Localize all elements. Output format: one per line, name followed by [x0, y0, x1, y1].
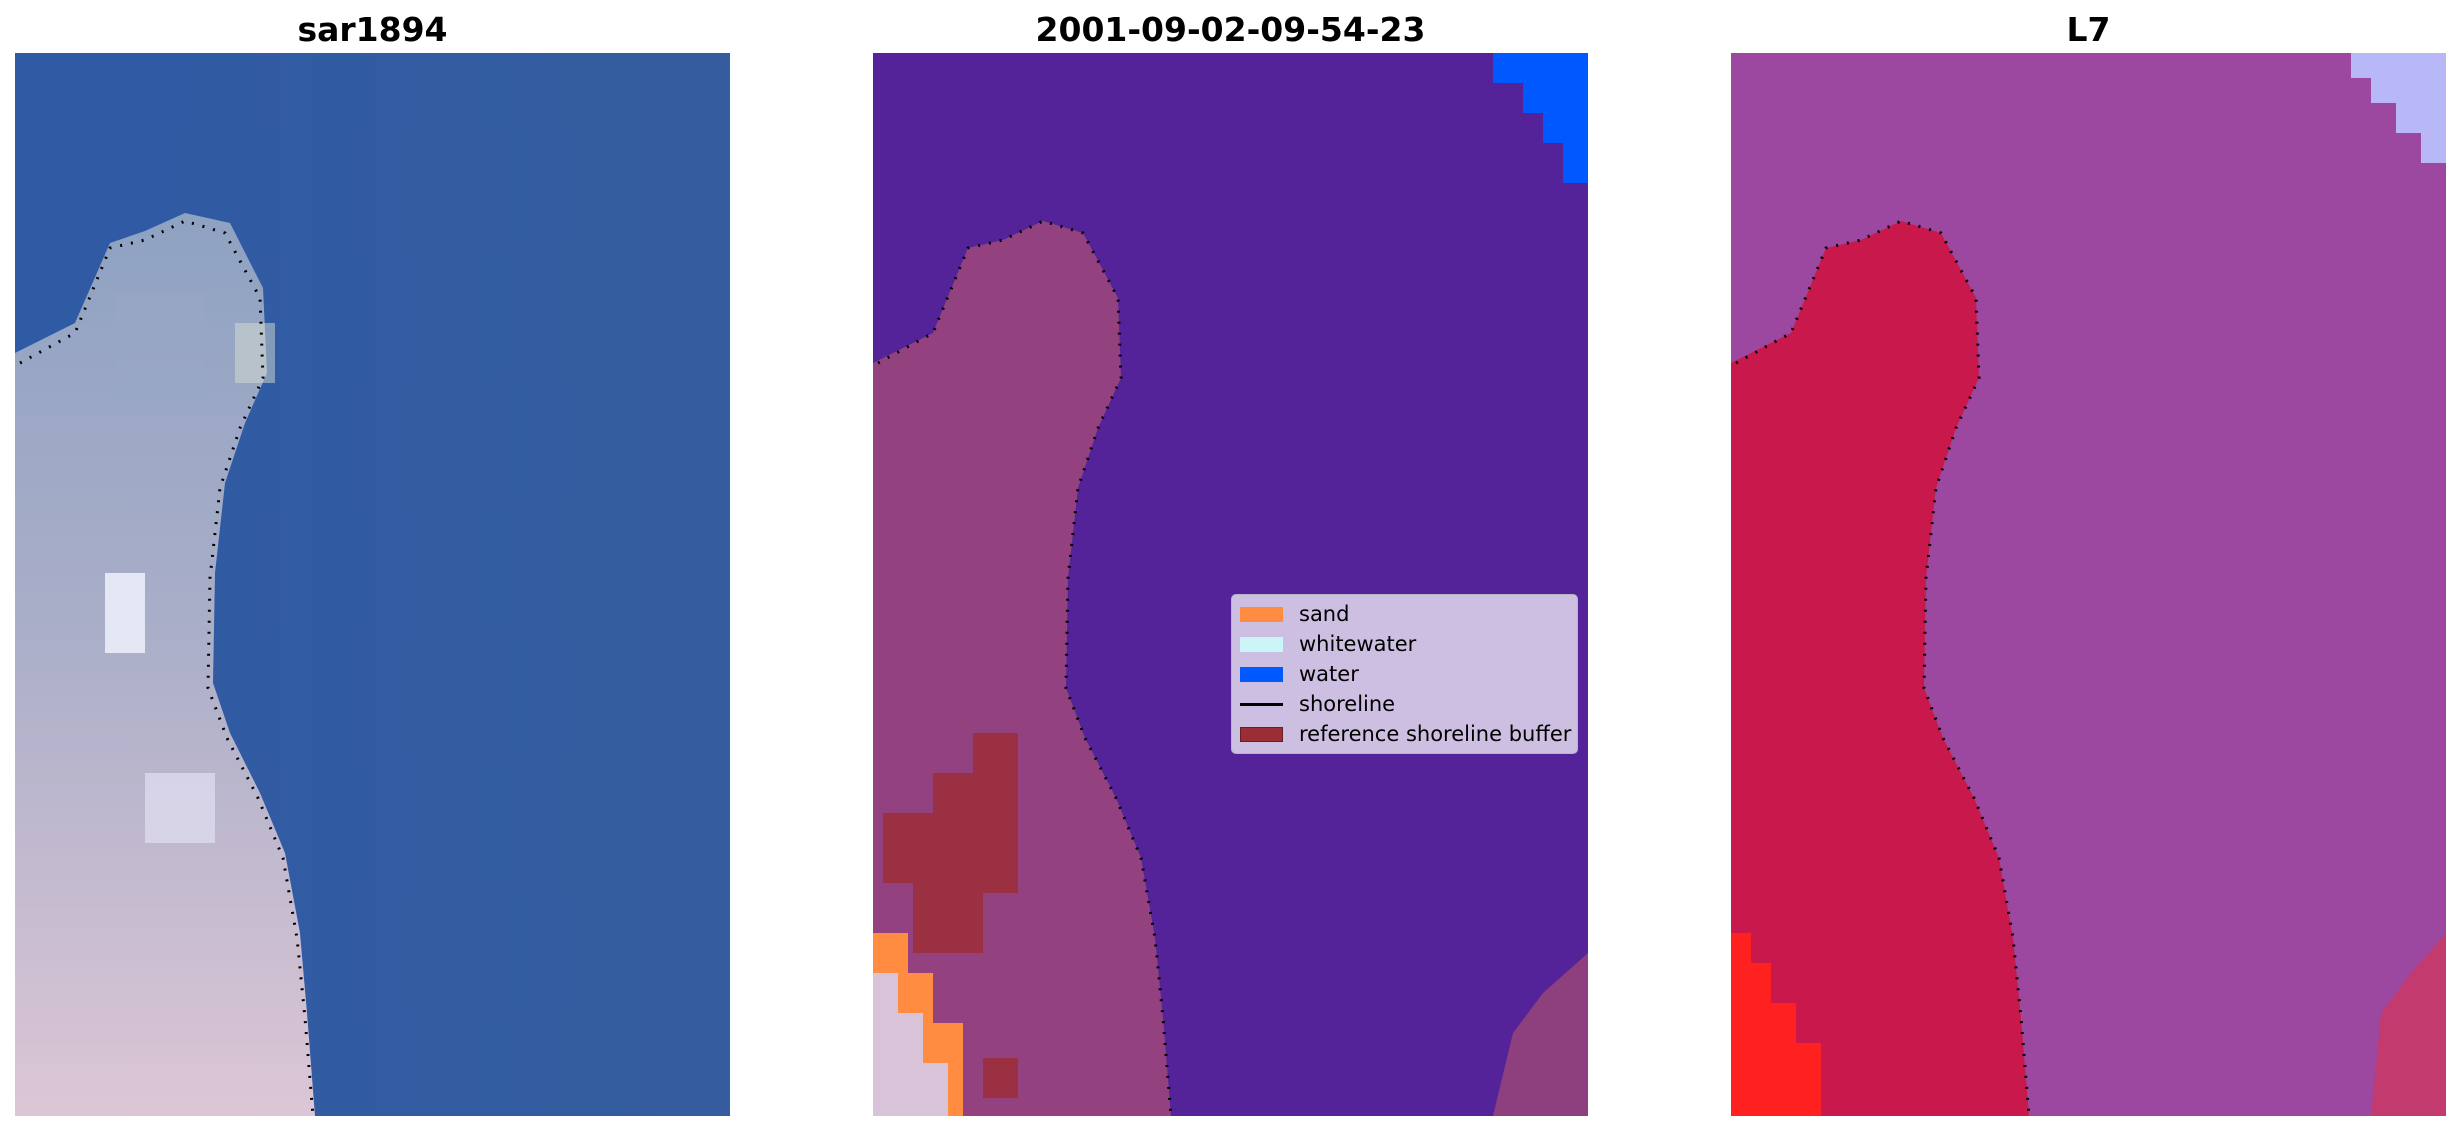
legend-line-shoreline [1240, 702, 1283, 706]
legend-swatch-water [1240, 666, 1283, 682]
legend-item-shoreline: shoreline [1232, 689, 1577, 719]
classified-shoreline [877, 219, 1173, 1116]
classified-whitewater [873, 973, 948, 1116]
classified-image [873, 53, 1588, 1116]
rgb-image-panel [15, 53, 730, 1116]
classified-water-corner [1493, 53, 1588, 183]
ndwi-image-panel [1731, 53, 2446, 1116]
legend-label: reference shoreline buffer [1299, 722, 1572, 746]
legend: sand whitewater water shoreline referenc… [1231, 594, 1578, 754]
legend-swatch-sand [1240, 606, 1283, 622]
legend-label: whitewater [1299, 632, 1417, 656]
ndwi-land-right [2371, 933, 2446, 1116]
legend-item-sand: sand [1232, 599, 1577, 629]
ndwi-land-mass [1731, 221, 2029, 1116]
legend-item-water: water [1232, 659, 1577, 689]
panel-title-ndwi: L7 [2066, 10, 2111, 49]
ndwi-corner-top-right [2351, 53, 2446, 163]
legend-label: shoreline [1299, 692, 1396, 716]
panel-title-classified: 2001-09-02-09-54-23 [1035, 10, 1426, 49]
rgb-shoreline [19, 219, 315, 1116]
ndwi-image [1731, 53, 2446, 1116]
ndwi-strong-land [1731, 933, 1821, 1116]
ndwi-shoreline [1735, 219, 2031, 1116]
classified-buffer-patches [883, 733, 1018, 953]
legend-swatch-reference-buffer [1240, 726, 1283, 742]
classified-image-panel [873, 53, 1588, 1116]
legend-item-whitewater: whitewater [1232, 629, 1577, 659]
legend-label: sand [1299, 602, 1350, 626]
rgb-land-mass [15, 213, 315, 1116]
rgb-image [15, 53, 730, 1116]
legend-swatch-whitewater [1240, 636, 1283, 652]
legend-label: water [1299, 662, 1359, 686]
legend-item-reference-buffer: reference shoreline buffer [1232, 719, 1577, 749]
panel-title-rgb: sar1894 [297, 10, 448, 49]
classified-land-right [1493, 953, 1588, 1116]
